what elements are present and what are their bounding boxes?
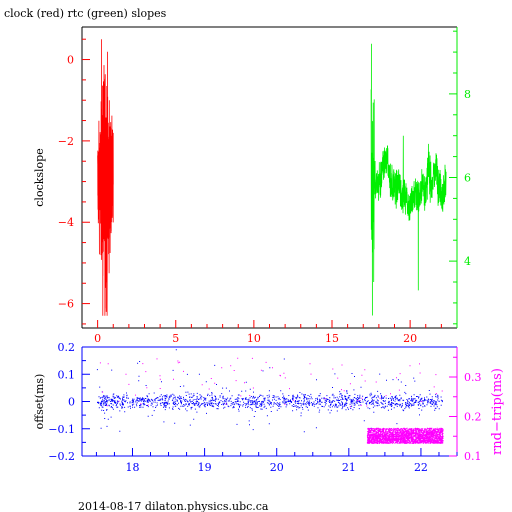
footer-text: 2014-08-17 dilaton.physics.ubc.ca (78, 500, 269, 512)
top-y-tick-label: 0 (67, 54, 74, 67)
slope-panel: 0 5 10 15 20 0 −2 −4 −6 4 6 8 clockslope (33, 26, 471, 345)
top-x-tick-label: 20 (403, 332, 417, 345)
bottom-y-tick-label: 0 (68, 396, 75, 409)
bottom-y-tick-label: 0.2 (58, 341, 76, 354)
bottom-y2-axis-label: rnd−trip(ms) (490, 368, 505, 455)
bottom-x-tick-label: 22 (414, 461, 428, 474)
top-y2-tick-label: 6 (464, 172, 471, 185)
top-y-tick-label: −4 (58, 216, 74, 229)
top-x-tick-label: 5 (172, 332, 179, 345)
bottom-y-tick-label: −0.2 (48, 450, 75, 463)
offset-points (96, 349, 443, 433)
top-y-tick-label: −2 (58, 135, 74, 148)
bottom-x-tick-label: 21 (342, 461, 356, 474)
top-x-tick-label: 10 (247, 332, 261, 345)
chart-title: clock (red) rtc (green) slopes (4, 7, 167, 20)
bottom-x-tick-label: 18 (125, 461, 139, 474)
rtc-series-line (370, 43, 447, 316)
bottom-y-axis-label: offset(ms) (33, 374, 46, 430)
top-x-tick-label: 0 (94, 332, 101, 345)
top-x-tick-label: 15 (325, 332, 339, 345)
rndtrip-points (99, 357, 444, 444)
bottom-y2-tick-label: 0.3 (464, 371, 482, 384)
clock-series-line (97, 39, 114, 316)
bottom-y2-tick-label: 0.1 (464, 450, 482, 463)
top-y-axis-label: clockslope (33, 148, 46, 206)
bottom-y-tick-label: 0.1 (58, 368, 76, 381)
top-y-tick-label: −6 (58, 298, 74, 311)
bottom-y2-tick-label: 0.2 (464, 411, 482, 424)
bottom-x-tick-label: 20 (270, 461, 284, 474)
top-y2-tick-label: 8 (464, 88, 471, 101)
top-y2-tick-label: 4 (464, 255, 471, 268)
bottom-x-tick-label: 19 (198, 461, 212, 474)
bottom-y-tick-label: −0.1 (48, 423, 75, 436)
offset-panel: 18 19 20 21 22 0.2 0.1 0 −0.1 −0.2 0.1 0.2 0.3 offset… (33, 341, 505, 474)
